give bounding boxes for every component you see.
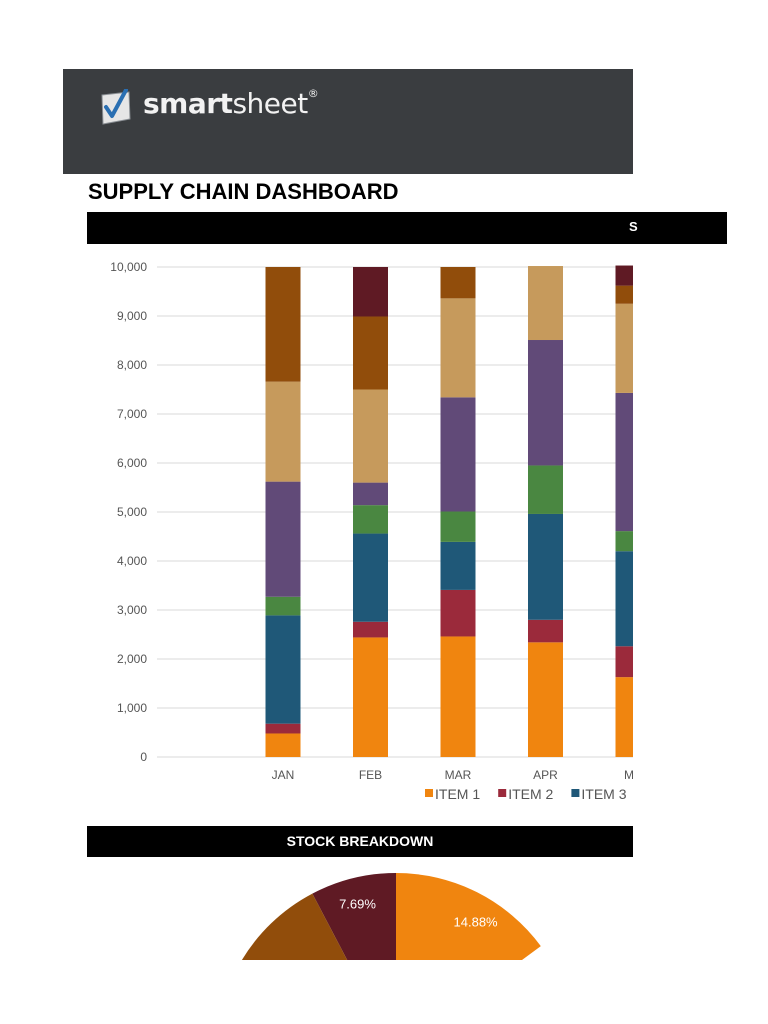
brand-logo-text: smartsheet®: [143, 86, 319, 120]
y-tick-label: 4,000: [117, 554, 147, 568]
bar-segment: [615, 677, 633, 757]
stacked-bar-chart: 0 1,000 2,000 3,000 4,000 5,000 6,000 7,000 8,00…: [87, 250, 633, 820]
x-tick-label: FEB: [359, 768, 382, 782]
bar-segment: [265, 267, 301, 382]
bar-segment: [615, 531, 633, 552]
x-tick-label: APR: [533, 768, 558, 782]
bar-segment: [440, 511, 476, 542]
bar-segment: [528, 266, 563, 341]
bar-segment: [265, 723, 301, 734]
bar-segment: [440, 541, 476, 590]
bar-segment: [528, 340, 563, 466]
bar-segment: [353, 621, 388, 638]
x-tick-label: JAN: [272, 768, 295, 782]
legend-swatch: [425, 789, 433, 797]
bar-segment: [615, 646, 633, 678]
bar-segment: [615, 551, 633, 647]
header-bar: smartsheet®: [63, 69, 633, 174]
bar-segment: [265, 615, 301, 724]
bar-segment: [353, 533, 388, 622]
bar-segment: [265, 481, 301, 597]
bar-segment: [353, 637, 388, 757]
bar-segment: [440, 589, 476, 637]
y-tick-label: 1,000: [117, 701, 147, 715]
y-tick-label: 8,000: [117, 358, 147, 372]
y-tick-label: 3,000: [117, 603, 147, 617]
pie-slice: [396, 873, 541, 960]
legend-swatch: [498, 789, 507, 797]
bar-chart-svg: 0 1,000 2,000 3,000 4,000 5,000 6,000 7,000 8,00…: [110, 260, 633, 802]
stock-breakdown-header: STOCK BREAKDOWN: [87, 826, 633, 857]
bar-segment: [615, 265, 633, 286]
legend-label: ITEM 3: [581, 786, 626, 802]
bar-segment: [353, 505, 388, 534]
bar-segment: [528, 619, 563, 643]
pie-slice: [241, 893, 348, 960]
x-tick-label: MAR: [445, 768, 472, 782]
stock-breakdown-pie: 14.88% 7.69%: [87, 860, 633, 960]
bar-segment: [615, 285, 633, 304]
bar-segment: [528, 513, 563, 620]
bar-segment: [265, 596, 301, 616]
chart-title-band: S: [87, 212, 727, 244]
brand-registered-mark: ®: [307, 86, 319, 100]
bar-segment: [440, 636, 476, 757]
y-tick-label: 10,000: [110, 260, 147, 274]
y-tick-label: 0: [140, 750, 147, 764]
brand-bold: smart: [143, 87, 233, 120]
bar-segment: [265, 733, 301, 757]
bar-segment: [440, 267, 476, 299]
bar-segment: [615, 303, 633, 393]
y-tick-label: 5,000: [117, 505, 147, 519]
brand-light: sheet: [232, 87, 308, 120]
x-tick-label: MA: [624, 768, 633, 782]
bar-segment: [265, 381, 301, 482]
bar-segment: [528, 465, 563, 514]
legend-label: ITEM 2: [508, 786, 553, 802]
bar-segment: [440, 397, 476, 512]
y-tick-label: 7,000: [117, 407, 147, 421]
bar-segment: [353, 389, 388, 483]
chart-title-fragment: S: [629, 219, 638, 234]
bar-segment: [440, 298, 476, 398]
y-tick-label: 2,000: [117, 652, 147, 666]
pie-chart-svg: 14.88% 7.69%: [241, 873, 541, 960]
legend-label: ITEM 1: [435, 786, 480, 802]
pie-slice-label: 7.69%: [339, 897, 376, 912]
bar-segment: [353, 482, 388, 506]
bar-segment: [615, 392, 633, 532]
pie-slice-label: 14.88%: [454, 915, 499, 930]
legend-swatch: [571, 789, 580, 797]
smartsheet-logo-icon: [101, 89, 131, 125]
pie-slice: [312, 873, 396, 960]
y-tick-label: 9,000: [117, 309, 147, 323]
page-title: SUPPLY CHAIN DASHBOARD: [88, 179, 399, 204]
y-tick-label: 6,000: [117, 456, 147, 470]
bar-segment: [353, 267, 388, 317]
bar-segment: [528, 642, 563, 757]
bar-segment: [353, 316, 388, 390]
